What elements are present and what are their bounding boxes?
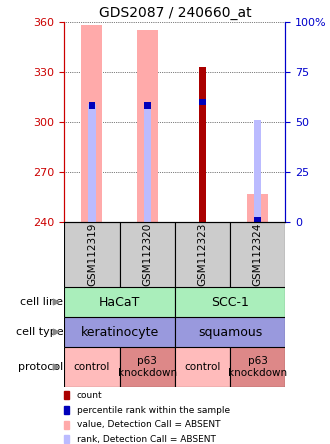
- Text: SCC-1: SCC-1: [211, 296, 249, 309]
- Bar: [64, 317, 175, 347]
- Text: HaCaT: HaCaT: [99, 296, 140, 309]
- Bar: [137, 30, 158, 222]
- Bar: [144, 103, 151, 222]
- Text: control: control: [184, 362, 221, 372]
- Text: GSM112319: GSM112319: [87, 223, 97, 286]
- Text: cell type: cell type: [16, 327, 63, 337]
- Bar: [199, 99, 206, 105]
- Text: keratinocyte: keratinocyte: [81, 325, 159, 338]
- Text: rank, Detection Call = ABSENT: rank, Detection Call = ABSENT: [77, 435, 215, 444]
- Bar: [64, 222, 120, 287]
- Text: GSM112320: GSM112320: [142, 223, 152, 286]
- Text: percentile rank within the sample: percentile rank within the sample: [77, 405, 230, 415]
- Bar: [119, 222, 175, 287]
- Bar: [247, 194, 268, 222]
- Text: cell line: cell line: [20, 297, 63, 307]
- Text: p63
knockdown: p63 knockdown: [228, 356, 287, 378]
- Bar: [230, 222, 285, 287]
- Bar: [175, 287, 285, 317]
- Bar: [175, 317, 285, 347]
- Bar: [199, 67, 206, 222]
- Text: p63
knockdown: p63 knockdown: [118, 356, 177, 378]
- Title: GDS2087 / 240660_at: GDS2087 / 240660_at: [99, 6, 251, 20]
- Bar: [230, 347, 285, 387]
- Bar: [64, 287, 175, 317]
- Bar: [88, 103, 96, 222]
- Text: squamous: squamous: [198, 325, 262, 338]
- Bar: [254, 217, 261, 222]
- Text: GSM112323: GSM112323: [198, 223, 208, 286]
- Text: value, Detection Call = ABSENT: value, Detection Call = ABSENT: [77, 420, 220, 429]
- Bar: [82, 25, 103, 222]
- Bar: [64, 347, 120, 387]
- Bar: [144, 102, 150, 109]
- Text: protocol: protocol: [18, 362, 63, 372]
- Text: GSM112324: GSM112324: [253, 223, 263, 286]
- Bar: [175, 222, 230, 287]
- Bar: [175, 347, 230, 387]
- Bar: [254, 120, 261, 222]
- Bar: [119, 347, 175, 387]
- Text: control: control: [74, 362, 110, 372]
- Text: count: count: [77, 391, 102, 400]
- Bar: [89, 102, 95, 109]
